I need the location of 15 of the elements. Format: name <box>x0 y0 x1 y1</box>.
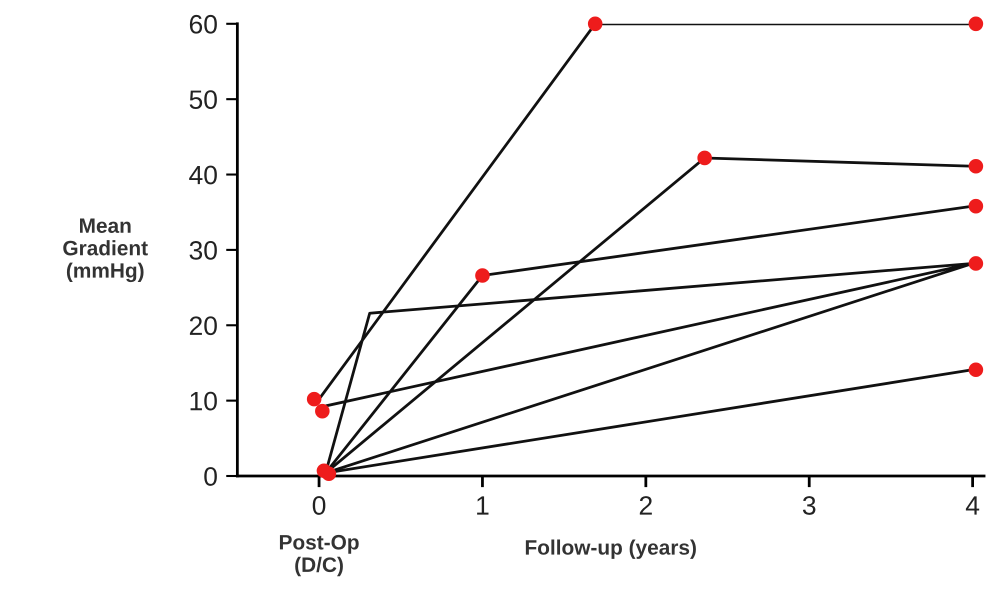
y-tick-label: 20 <box>190 316 217 336</box>
x-axis-title: Follow-up (years) <box>526 539 696 559</box>
y-tick-label: 10 <box>190 392 217 410</box>
y-tick-label: 0 <box>204 467 217 486</box>
y-tick-label: 50 <box>190 90 217 109</box>
x-tick-label: 4 <box>966 496 980 515</box>
x-tick-label: 2 <box>640 496 652 515</box>
text: Post-Op (D/C) <box>280 534 359 576</box>
x-tick-label: 3 <box>802 496 816 515</box>
y-tick-label: 30 <box>190 241 217 260</box>
y-tick-label: 40 <box>189 166 217 184</box>
y-tick-label: 60 <box>190 14 217 34</box>
x-tick-label: 0 <box>312 496 326 515</box>
y-axis-title: Mean Gradient (mmHg) <box>63 218 148 282</box>
x-tick-label: 1 <box>477 496 488 515</box>
